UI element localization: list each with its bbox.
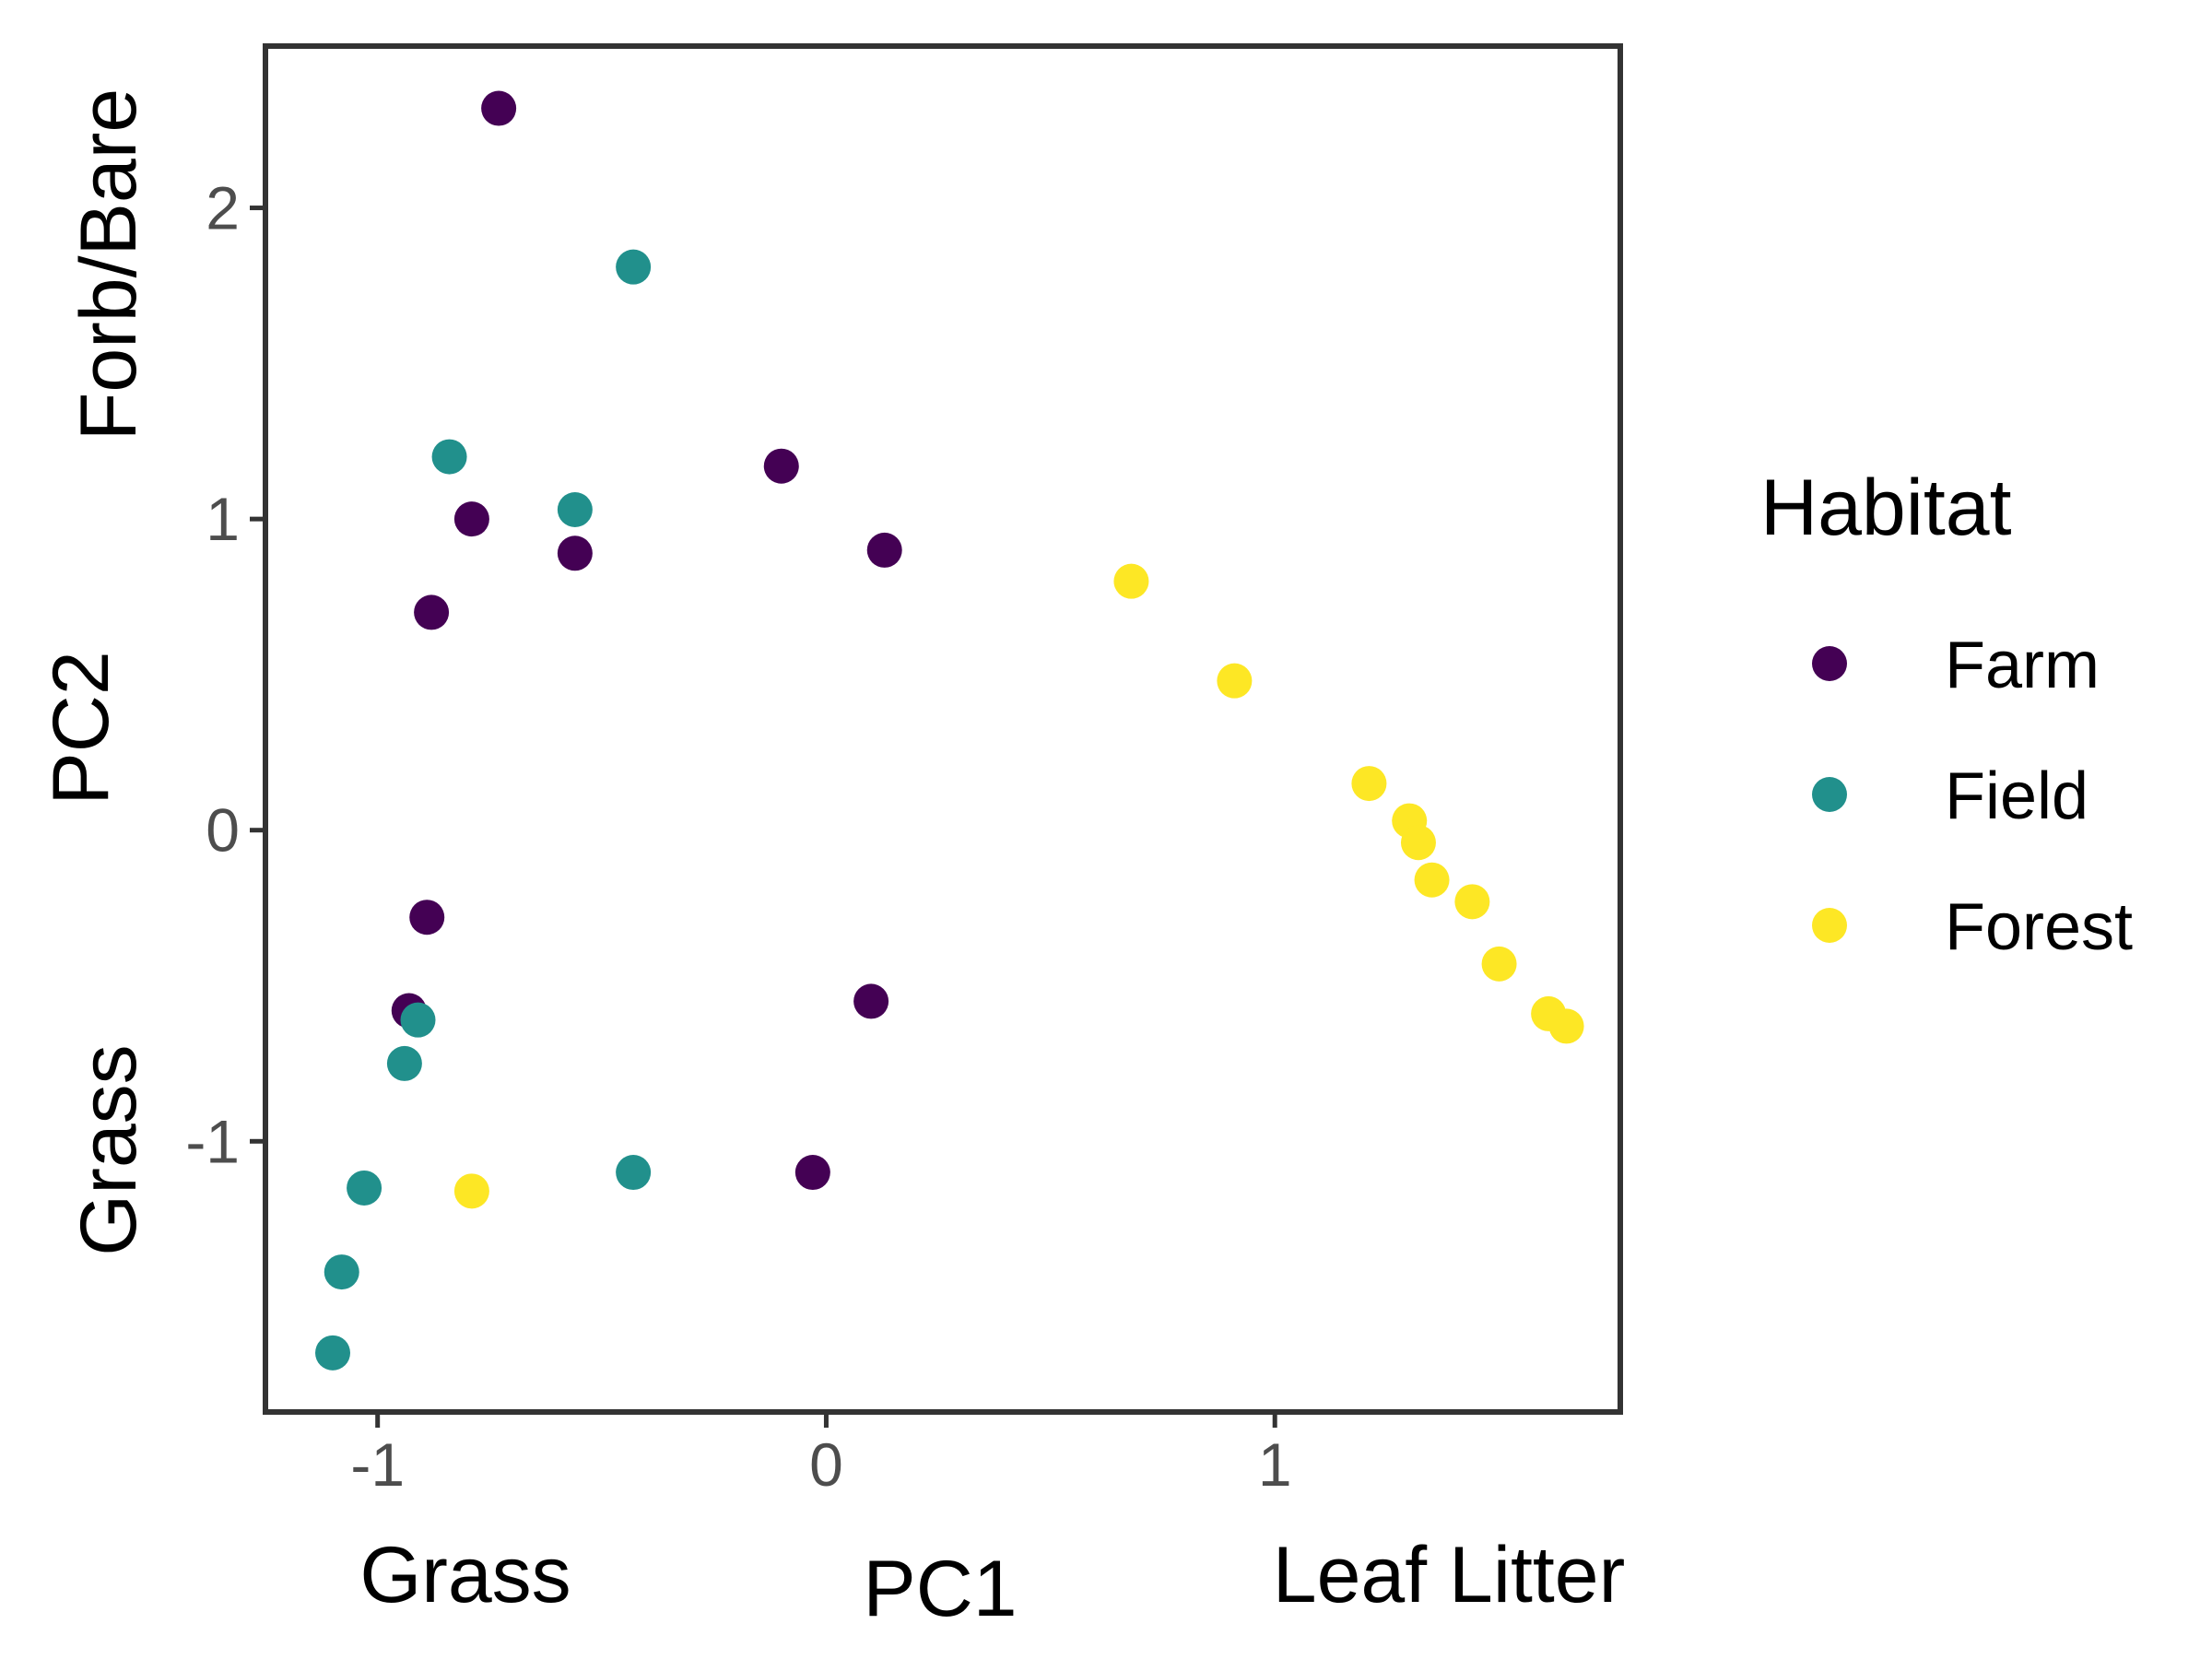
data-point-forest <box>1113 563 1149 599</box>
data-point-forest <box>1217 663 1253 699</box>
data-point-field <box>616 249 652 285</box>
y-tick-label: 0 <box>206 796 240 865</box>
data-point-field <box>315 1335 351 1371</box>
series-farm <box>391 90 902 1191</box>
legend-title: Habitat <box>1760 464 2012 552</box>
x-axis-high-label: Leaf Litter <box>1273 1531 1625 1619</box>
data-point-farm <box>409 900 445 935</box>
points-layer <box>315 90 1584 1371</box>
data-point-field <box>386 1045 422 1081</box>
data-point-field <box>431 439 467 475</box>
data-point-farm <box>557 535 593 571</box>
y-axis-title: PC2 <box>37 651 125 805</box>
data-point-forest <box>1414 862 1450 898</box>
plot-panel-border <box>263 43 1623 1415</box>
data-point-forest <box>1400 825 1436 861</box>
x-axis-low-label: Grass <box>359 1531 571 1619</box>
legend: Habitat Farm Field Forest <box>1760 464 2133 964</box>
data-point-farm <box>763 448 799 484</box>
data-point-forest <box>1351 766 1387 802</box>
data-point-farm <box>414 594 450 630</box>
data-point-farm <box>794 1155 830 1191</box>
data-point-farm <box>853 983 889 1019</box>
legend-label: Field <box>1945 759 2088 833</box>
legend-item-forest: Forest <box>1812 890 2133 964</box>
data-point-farm <box>453 501 489 537</box>
y-tick-label: 1 <box>206 485 240 553</box>
x-axis-title: PC1 <box>863 1545 1017 1633</box>
data-point-field <box>616 1155 652 1191</box>
legend-marker <box>1812 646 1847 681</box>
y-axis-high-label: Forb/Bare <box>65 88 153 441</box>
data-point-farm <box>866 532 902 568</box>
data-point-field <box>324 1254 359 1290</box>
data-point-forest <box>1454 884 1490 920</box>
y-axis-ticks: -1 0 1 2 <box>185 174 263 1175</box>
legend-items: Farm Field Forest <box>1812 629 2133 964</box>
x-axis-ticks: -1 0 1 <box>350 1415 1292 1499</box>
data-point-forest <box>453 1173 489 1209</box>
data-point-forest <box>1548 1008 1584 1044</box>
legend-label: Forest <box>1945 890 2133 964</box>
series-field <box>315 249 652 1371</box>
series-forest <box>453 563 1584 1209</box>
y-axis-low-label: Grass <box>65 1044 153 1255</box>
data-point-field <box>557 492 593 528</box>
y-tick-label: 2 <box>206 174 240 242</box>
data-point-field <box>347 1170 382 1206</box>
data-point-field <box>400 1002 436 1038</box>
legend-label: Farm <box>1945 629 2100 702</box>
x-tick-label: 0 <box>809 1430 843 1499</box>
data-point-forest <box>1481 946 1517 982</box>
legend-item-farm: Farm <box>1812 629 2100 702</box>
legend-marker <box>1812 908 1847 943</box>
x-tick-label: 1 <box>1258 1430 1292 1499</box>
legend-item-field: Field <box>1812 759 2088 833</box>
legend-marker <box>1812 777 1847 812</box>
data-point-farm <box>481 90 517 126</box>
y-tick-label: -1 <box>185 1107 240 1175</box>
x-tick-label: -1 <box>350 1430 405 1499</box>
